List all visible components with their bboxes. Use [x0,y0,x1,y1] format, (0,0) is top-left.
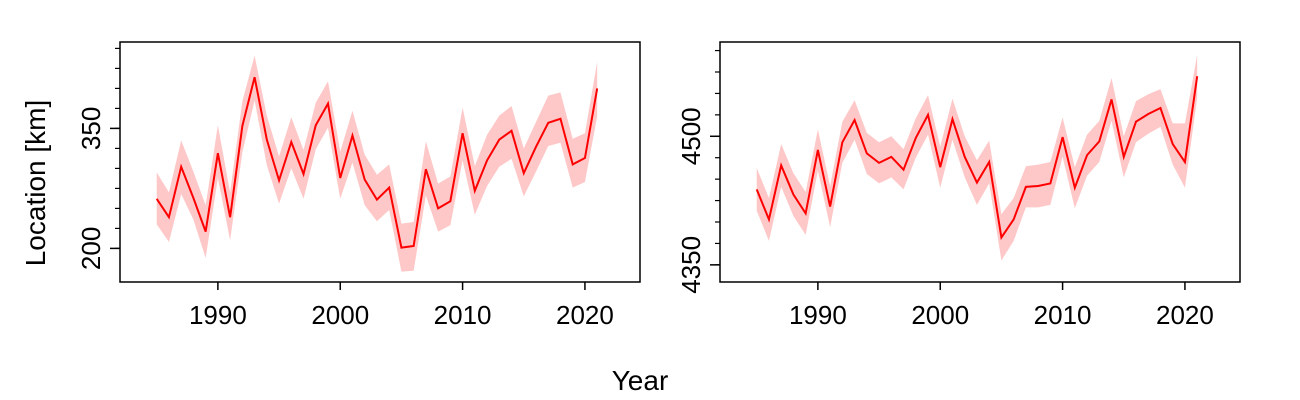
x-tick-label: 1990 [789,300,847,330]
y-tick-label: 350 [76,107,106,150]
x-tick-label: 2010 [1034,300,1092,330]
x-tick-label: 2000 [911,300,969,330]
right-panel: 1990 2000 2010 2020 4350 4500 [676,41,1241,330]
confidence-band [156,55,598,272]
y-tick-label: 200 [76,227,106,270]
y-axis-label: Location [km] [20,100,51,267]
confidence-band [756,54,1198,261]
x-axis-label: Year [612,365,669,396]
x-tick-label: 2020 [556,300,614,330]
x-tick-label: 2010 [434,300,492,330]
y-tick-label: 4500 [676,107,706,165]
x-tick-label: 1990 [189,300,247,330]
y-tick-label: 4350 [676,236,706,294]
x-tick-label: 2000 [311,300,369,330]
left-panel: 1990 2000 2010 2020 200 350 [76,41,641,330]
plot-frame [719,41,1241,283]
plot-frame [119,41,641,283]
x-tick-label: 2020 [1156,300,1214,330]
